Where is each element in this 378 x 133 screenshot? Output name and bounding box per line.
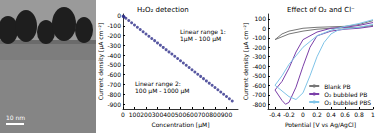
svg-text:700: 700	[198, 111, 210, 118]
svg-text:0: 0	[301, 111, 305, 118]
svg-text:-700: -700	[252, 91, 266, 98]
svg-text:100: 100	[255, 15, 267, 22]
svg-text:-500: -500	[252, 72, 266, 79]
svg-text:0.6: 0.6	[340, 111, 350, 118]
svg-text:-0.4: -0.4	[269, 111, 281, 118]
svg-text:0.2: 0.2	[312, 111, 322, 118]
svg-text:400: 400	[163, 111, 175, 118]
svg-text:O₂ bubbled PB: O₂ bubbled PB	[324, 91, 367, 98]
svg-text:-600: -600	[107, 71, 121, 78]
svg-text:Blank PB: Blank PB	[324, 83, 350, 90]
svg-text:-400: -400	[252, 63, 266, 70]
svg-text:-500: -500	[107, 61, 121, 68]
svg-text:-800: -800	[107, 91, 121, 98]
svg-text:-100: -100	[107, 22, 121, 29]
svg-text:300: 300	[152, 111, 164, 118]
svg-text:Effect of O₂ and Cl⁻: Effect of O₂ and Cl⁻	[287, 6, 355, 14]
svg-text:0.4: 0.4	[326, 111, 336, 118]
svg-text:H₂O₂ detection: H₂O₂ detection	[137, 6, 189, 14]
svg-text:0: 0	[262, 25, 266, 32]
svg-text:-700: -700	[107, 81, 121, 88]
svg-text:Linear range 2:: Linear range 2:	[135, 80, 181, 87]
svg-text:10 nm: 10 nm	[6, 114, 25, 121]
svg-text:500: 500	[175, 111, 187, 118]
svg-text:0: 0	[117, 12, 121, 19]
svg-text:0.8: 0.8	[354, 111, 364, 118]
svg-text:800: 800	[209, 111, 221, 118]
svg-text:-800: -800	[252, 101, 266, 108]
svg-text:100 µM - 1000 µM: 100 µM - 1000 µM	[135, 87, 190, 95]
svg-text:100: 100	[129, 111, 141, 118]
svg-text:600: 600	[186, 111, 198, 118]
svg-text:-0.2: -0.2	[283, 111, 295, 118]
svg-text:-100: -100	[252, 34, 266, 41]
svg-text:Current density [µA cm⁻²]: Current density [µA cm⁻²]	[242, 23, 250, 101]
svg-text:-200: -200	[252, 44, 266, 51]
svg-text:Current density [µA cm⁻²]: Current density [µA cm⁻²]	[97, 23, 105, 101]
svg-text:-200: -200	[107, 32, 121, 39]
svg-text:900: 900	[221, 111, 233, 118]
svg-text:Concentration [µM]: Concentration [µM]	[151, 121, 209, 129]
svg-text:O₂ bubbled PBS: O₂ bubbled PBS	[324, 99, 371, 106]
svg-text:-600: -600	[252, 82, 266, 89]
svg-text:1µM - 100 µM: 1µM - 100 µM	[180, 35, 221, 43]
svg-text:-900: -900	[107, 101, 121, 108]
svg-text:-300: -300	[252, 53, 266, 60]
svg-text:-300: -300	[107, 42, 121, 49]
svg-text:-400: -400	[107, 52, 121, 59]
svg-text:1: 1	[371, 111, 375, 118]
svg-text:0: 0	[121, 111, 125, 118]
svg-text:Potential [V vs Ag/AgCl]: Potential [V vs Ag/AgCl]	[285, 121, 356, 129]
svg-text:200: 200	[140, 111, 152, 118]
svg-text:Linear range 1:: Linear range 1:	[180, 28, 226, 35]
